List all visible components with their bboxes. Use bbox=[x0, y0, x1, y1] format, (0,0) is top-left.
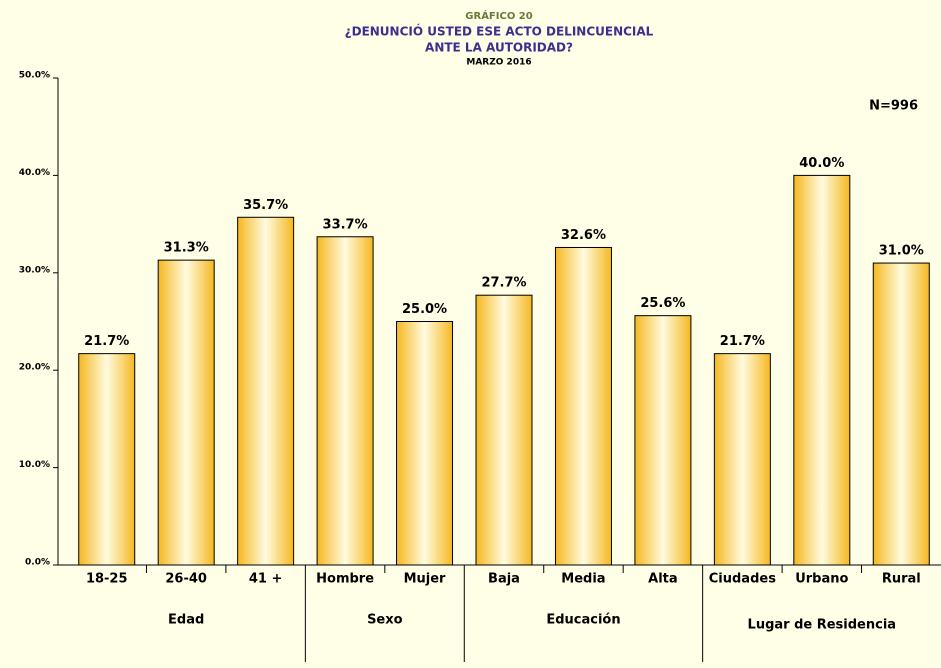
x-tick-label: Alta bbox=[648, 572, 678, 587]
data-label: 35.7% bbox=[243, 198, 288, 213]
data-label: 25.0% bbox=[402, 302, 447, 317]
x-tick-label: Rural bbox=[882, 572, 921, 587]
data-label: 31.3% bbox=[164, 241, 209, 256]
bar bbox=[316, 236, 374, 566]
y-tick-label: 20.0% bbox=[19, 363, 50, 373]
bar bbox=[396, 321, 454, 566]
x-tick-label: 26-40 bbox=[165, 572, 207, 587]
chart-subtitle: MARZO 2016 bbox=[466, 58, 531, 68]
data-label: 21.7% bbox=[720, 334, 765, 349]
y-tick-label: 50.0% bbox=[19, 71, 50, 81]
bar bbox=[634, 315, 692, 566]
data-label: 27.7% bbox=[481, 276, 526, 291]
x-tick-label: 18-25 bbox=[86, 572, 128, 587]
bar bbox=[78, 353, 136, 566]
group-label: Educación bbox=[546, 613, 620, 628]
x-tick-label: Mujer bbox=[404, 572, 446, 587]
group-label: Lugar de Residencia bbox=[748, 618, 897, 633]
group-label: Edad bbox=[168, 613, 204, 628]
y-tick-label: 40.0% bbox=[19, 168, 50, 178]
bar bbox=[872, 262, 930, 566]
data-label: 31.0% bbox=[879, 244, 924, 259]
x-tick-label: Media bbox=[561, 572, 605, 587]
bar bbox=[713, 353, 771, 566]
x-tick-label: Urbano bbox=[795, 572, 848, 587]
group-label: Sexo bbox=[367, 613, 403, 628]
x-tick-label: Baja bbox=[488, 572, 520, 587]
annotation: N=996 bbox=[869, 99, 918, 114]
data-label: 32.6% bbox=[561, 228, 606, 243]
bar bbox=[157, 259, 215, 566]
y-tick-label: 10.0% bbox=[19, 460, 50, 470]
x-tick-label: Hombre bbox=[316, 572, 374, 587]
data-label: 25.6% bbox=[640, 296, 685, 311]
x-tick-label: 41 + bbox=[249, 572, 283, 587]
data-label: 40.0% bbox=[799, 156, 844, 171]
chart-label: GRÁFICO 20 bbox=[465, 9, 532, 22]
data-label: 33.7% bbox=[323, 217, 368, 232]
x-tick-label: Ciudades bbox=[709, 572, 776, 587]
chart-title: ANTE LA AUTORIDAD? bbox=[425, 41, 573, 55]
chart-title: ¿DENUNCIÓ USTED ESE ACTO DELINCUENCIAL bbox=[345, 24, 654, 39]
bar bbox=[475, 294, 533, 566]
bar bbox=[554, 246, 612, 566]
bar bbox=[793, 174, 851, 566]
y-tick-label: 30.0% bbox=[19, 265, 50, 275]
data-label: 21.7% bbox=[84, 334, 129, 349]
y-tick-label: 0.0% bbox=[25, 558, 50, 568]
bar bbox=[237, 216, 295, 566]
